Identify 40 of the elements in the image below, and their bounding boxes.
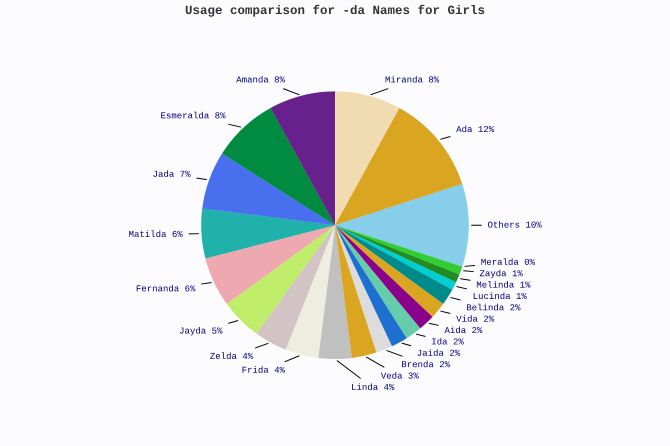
legend-label: Meralda 0% <box>481 258 536 265</box>
slice-label: Fernanda 6% <box>136 284 196 292</box>
pie-slice <box>335 225 433 328</box>
slice-label: Melinda 1% <box>476 281 530 288</box>
chart-title: Usage comparison for -da Names for Girls <box>186 4 484 17</box>
slice-label: Matilda 6% <box>129 230 183 238</box>
slice-label: Esmeralda 8% <box>161 112 226 118</box>
pie-slice <box>335 225 462 274</box>
slice-label: Amanda 8% <box>236 76 286 83</box>
pie-slice <box>270 91 335 226</box>
pie-slice <box>226 225 335 334</box>
slice-label: Ada 12% <box>456 126 494 132</box>
pie-slice <box>286 225 335 358</box>
slice-label: Jaida 2% <box>418 349 460 356</box>
slice-label: Lucinda 1% <box>474 292 527 300</box>
pie-slice <box>256 225 335 350</box>
slice-label: Belinda 2% <box>467 304 520 310</box>
slice-label: Frida 4% <box>242 366 286 373</box>
slice-label: Aida 2% <box>444 326 482 334</box>
pie-slice <box>335 225 392 352</box>
pie-slice <box>335 225 407 346</box>
pie-slice <box>205 225 335 304</box>
slice-label: Veda 3% <box>380 372 419 379</box>
slice-label: Jayda 5% <box>180 326 222 336</box>
slice-label: Jada 7% <box>153 170 191 177</box>
slice-label: Brenda 2% <box>402 360 450 368</box>
slice-label: Zayda 1% <box>480 270 523 278</box>
slice-label: Vida 2% <box>456 315 494 322</box>
pie-slice <box>335 184 469 267</box>
pie-slice <box>201 208 335 259</box>
slice-label: Zelda 4% <box>210 352 254 359</box>
pie-slice <box>335 225 420 338</box>
slice-label: Linda 4% <box>352 383 394 390</box>
slice-label: Miranda 8% <box>386 76 440 83</box>
pie-slice <box>318 225 352 360</box>
slice-label: Ida 2% <box>432 338 464 345</box>
pie-slice <box>202 154 335 226</box>
pie-slice <box>335 91 400 226</box>
slice-label: Others 10% <box>488 221 542 228</box>
pie-slice <box>335 225 452 304</box>
